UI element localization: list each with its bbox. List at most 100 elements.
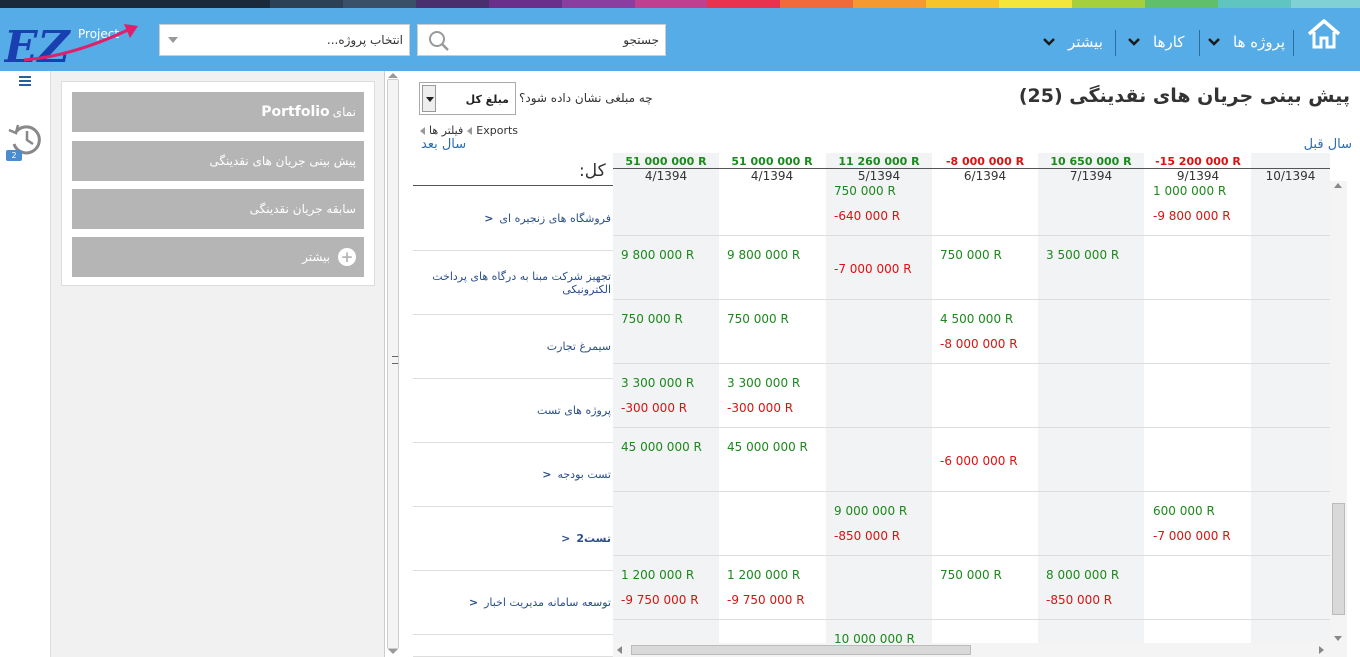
column-month: 9/1394 <box>1176 169 1220 183</box>
breadcrumb-exports[interactable]: Exports <box>476 124 519 137</box>
column-month: 5/1394 <box>857 169 901 183</box>
more-button[interactable]: + بیشتر <box>72 237 364 277</box>
row-divider <box>613 555 1330 556</box>
cell-value: 750 000 R <box>940 248 1002 262</box>
column-total: 10 650 000 R <box>1050 155 1132 168</box>
strip-segment <box>780 0 854 8</box>
cell-value: -300 000 R <box>727 401 794 415</box>
splitter-bar[interactable] <box>387 79 399 649</box>
cell-value: -8 000 000 R <box>940 337 1018 351</box>
table-row[interactable]: توسعه سامانه مدیریت اخبار < <box>413 571 613 635</box>
cell-value: 3 300 000 R <box>621 376 695 390</box>
cell-value: 1 200 000 R <box>727 568 801 582</box>
horizontal-scrollbar[interactable] <box>613 643 1330 657</box>
nav-projects[interactable]: پروژه ها <box>1207 28 1285 56</box>
month-column: -15 200 000 R 9/1394 <box>1145 153 1251 657</box>
header-divider <box>613 168 1330 169</box>
table-row[interactable]: سیمرغ تجارت <box>413 315 613 379</box>
table-row[interactable] <box>413 635 613 657</box>
panel-splitter[interactable] <box>385 71 403 657</box>
cell-value: 45 000 000 R <box>727 440 808 454</box>
table-row[interactable]: پروژه های تست <box>413 379 613 443</box>
expand-arrow-icon[interactable]: < <box>542 468 552 481</box>
amount-select[interactable]: مبلغ کل <box>419 82 516 115</box>
expand-arrow-icon[interactable]: < <box>561 532 571 545</box>
arrow-down-icon[interactable] <box>388 649 398 654</box>
column-month: 6/1394 <box>963 169 1007 183</box>
table-row[interactable]: تست بودجه < <box>413 443 613 507</box>
cell-value: -9 750 000 R <box>727 593 805 607</box>
scroll-thumb[interactable] <box>631 645 971 655</box>
table-row[interactable]: تست2 < <box>413 507 613 571</box>
top-header: EZ Project انتخاب پروژه... جستجو بیشتر ک… <box>0 8 1360 72</box>
expand-arrow-icon[interactable]: < <box>468 596 479 609</box>
arrow-up-icon[interactable] <box>388 73 398 78</box>
breadcrumb-filters[interactable]: فیلتر ها <box>429 124 464 137</box>
strip-segment <box>999 0 1073 8</box>
row-label: توسعه سامانه مدیریت اخبار <box>484 596 611 609</box>
cell-value: -6 000 000 R <box>940 454 1018 468</box>
arrow-left-icon <box>467 126 473 135</box>
arrow-up-icon[interactable] <box>1334 183 1342 188</box>
cashflow-history-label: سابقه جریان نقدینگی <box>249 202 356 216</box>
nav-more[interactable]: بیشتر <box>1042 28 1103 56</box>
more-label: بیشتر <box>302 250 330 264</box>
strip-segment <box>0 0 270 8</box>
chevron-down-icon <box>1043 38 1055 46</box>
chevron-down-icon <box>1208 38 1220 46</box>
cell-value: 45 000 000 R <box>621 440 702 454</box>
column-total: -8 000 000 R <box>945 155 1025 168</box>
left-rail: 2 <box>0 71 51 657</box>
strip-segment <box>488 0 562 8</box>
hamburger-icon[interactable] <box>19 76 31 86</box>
chevron-down-icon <box>426 97 434 102</box>
column-month: 10/1394 <box>1265 169 1316 183</box>
project-select-label: انتخاب پروژه... <box>326 33 403 47</box>
cashflow-history-button[interactable]: سابقه جریان نقدینگی <box>72 189 364 229</box>
cell-value: 750 000 R <box>621 312 683 326</box>
dropdown-button[interactable] <box>422 85 436 112</box>
cell-value: -850 000 R <box>834 529 901 543</box>
portfolio-prefix: نمای <box>332 105 356 119</box>
cell-value: 4 500 000 R <box>940 312 1014 326</box>
table-row[interactable]: فروشگاه های زنجیره ای < <box>413 187 613 251</box>
portfolio-view-button[interactable]: نمای Portfolio <box>72 92 364 132</box>
home-icon[interactable] <box>1306 18 1342 50</box>
nav-projects-label: پروژه ها <box>1233 33 1286 51</box>
strip-segment <box>1217 0 1291 8</box>
strip-segment <box>1290 0 1360 8</box>
main-content: پیش بینی جریان های نقدینگی (25) چه مبلغی… <box>403 71 1360 657</box>
next-year-link[interactable]: سال بعد <box>421 137 467 152</box>
scroll-thumb[interactable] <box>1332 503 1345 615</box>
arrow-down-icon[interactable] <box>1334 636 1342 641</box>
cashflow-forecast-button[interactable]: پیش بینی جریان های نقدینگی <box>72 141 364 181</box>
strip-segment <box>926 0 1000 8</box>
arrow-left-icon[interactable] <box>617 646 622 654</box>
color-strip <box>0 0 1360 8</box>
nav-tasks[interactable]: کارها <box>1127 28 1184 56</box>
expand-arrow-icon[interactable]: < <box>484 212 494 225</box>
cell-value: -9 800 000 R <box>1153 209 1231 223</box>
row-label: فروشگاه های زنجیره ای <box>499 212 611 225</box>
chevron-down-icon <box>1128 38 1140 46</box>
row-label: سیمرغ تجارت <box>546 340 611 353</box>
search-input[interactable]: جستجو <box>417 24 666 56</box>
cashflow-forecast-label: پیش بینی جریان های نقدینگی <box>209 154 356 168</box>
table-row[interactable]: تجهیز شرکت مبنا به درگاه های پرداخت الکت… <box>413 251 613 315</box>
nav-divider <box>1293 30 1294 56</box>
strip-segment <box>342 0 416 8</box>
month-column: 10/1394 <box>1251 153 1330 657</box>
cashflow-grid: 51 000 000 R 4/1394 51 000 000 R 4/1394 … <box>413 153 1330 657</box>
month-column: 10 650 000 R 7/1394 <box>1038 153 1144 657</box>
arrow-right-icon[interactable] <box>1319 646 1324 654</box>
strip-segment <box>561 0 635 8</box>
project-select[interactable]: انتخاب پروژه... <box>159 24 410 56</box>
prev-year-link[interactable]: سال قبل <box>1303 137 1352 152</box>
vertical-scrollbar[interactable] <box>1330 181 1347 657</box>
ez-project-logo[interactable]: EZ Project <box>4 16 144 72</box>
column-total: 11 260 000 R <box>838 155 920 168</box>
strip-segment <box>269 0 343 8</box>
cell-value: -7 000 000 R <box>1153 529 1231 543</box>
month-column: -8 000 000 R 6/1394 <box>932 153 1038 657</box>
column-total: 51 000 000 R <box>625 155 707 168</box>
